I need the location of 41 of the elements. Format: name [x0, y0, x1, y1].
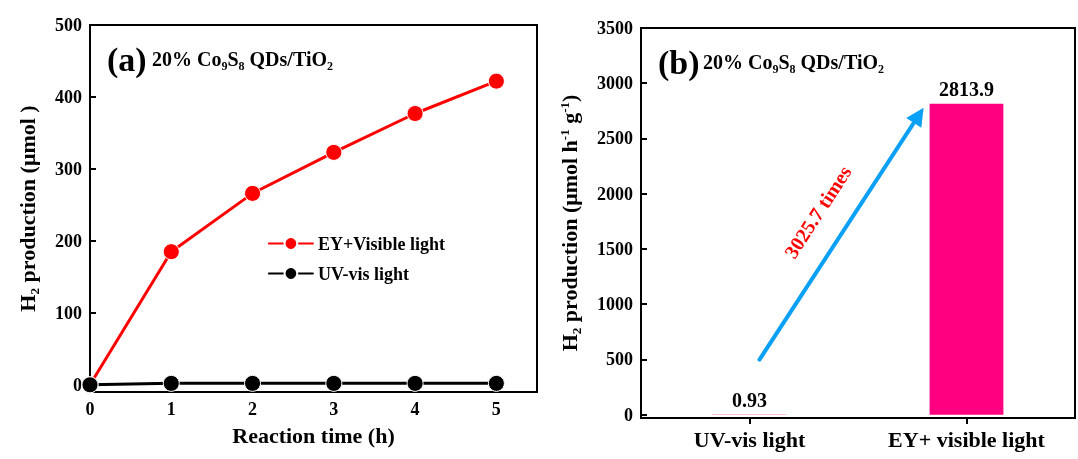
y-tick-label: 1000	[597, 294, 633, 315]
point	[244, 184, 262, 202]
y-tick-label: 3500	[597, 18, 633, 38]
y-tick-label: 500	[606, 349, 633, 370]
data-label: 2813.9	[939, 77, 994, 100]
y-tick-label: 100	[55, 302, 82, 323]
legend-label: UV-vis light	[317, 263, 410, 284]
y-axis-title: H₂ production (μmol )	[14, 105, 40, 312]
point	[487, 374, 505, 392]
x-tick-label: 0	[85, 399, 95, 419]
y-tick-label: 300	[55, 158, 82, 179]
x-tick-label: 2	[248, 399, 258, 419]
y-tick-label: 200	[55, 230, 82, 251]
y-axis-title: H₂ production (μmol h-1 g-1)	[557, 94, 582, 352]
text: 20% Co₉S₈ QDs/TiO₂	[703, 51, 884, 73]
point	[162, 243, 180, 261]
point	[406, 105, 424, 123]
point	[325, 143, 343, 161]
y-tick-label: 1500	[597, 238, 633, 259]
legend-label: EY+Visible light	[317, 233, 446, 254]
y-tick-label: 400	[55, 86, 82, 107]
x-axis-title: Reaction time (h)	[232, 422, 395, 448]
point	[487, 72, 505, 90]
chart-title: (b)	[658, 43, 700, 82]
x-tick-label: 5	[491, 399, 501, 419]
x-tick-label: 4	[410, 399, 420, 419]
y-tick-label: 3000	[597, 73, 633, 94]
y-tick-label: 500	[55, 15, 82, 35]
x-tick-label: 3	[329, 399, 339, 419]
y-tick-label: 2500	[597, 128, 633, 149]
data-label: 0.93	[732, 388, 767, 411]
x-tick-label: EY+ visible light	[888, 426, 1046, 452]
x-tick-label: 1	[166, 399, 176, 419]
annotation: 20% Co₉S₈ QDs/TiO₂	[152, 48, 333, 70]
point	[162, 374, 180, 392]
point	[244, 374, 262, 392]
chart-title: (a)	[107, 40, 147, 79]
point	[406, 374, 424, 392]
y-tick-label: 2000	[597, 183, 633, 204]
y-tick-label: 0	[73, 374, 82, 395]
point	[325, 374, 343, 392]
